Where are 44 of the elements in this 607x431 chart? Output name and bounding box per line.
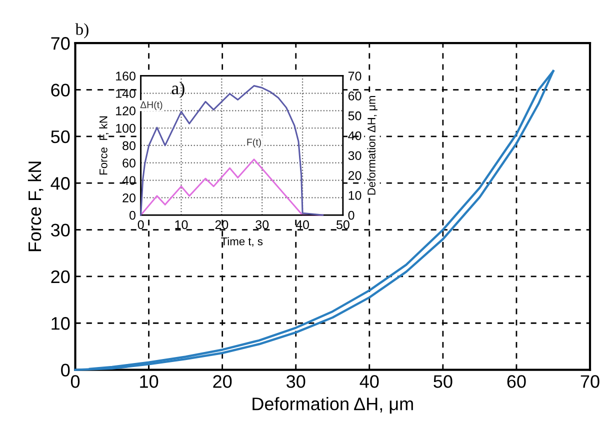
x-tick-label: 10: [175, 220, 188, 230]
y2-tick-label: 70: [348, 72, 362, 81]
y-tick-label: 160: [116, 72, 136, 81]
x-tick-label: 20: [213, 375, 232, 388]
y2-tick-label: 0: [348, 210, 354, 220]
y-tick-label: 50: [51, 130, 70, 144]
y-tick-label: 40: [50, 177, 70, 190]
x-tick-label: 30: [256, 220, 269, 230]
x-tick-label: 40: [296, 220, 309, 230]
x-tick-label: 30: [286, 375, 306, 388]
y-axis-title: Force F, kN: [28, 162, 44, 252]
y2-tick-label: 30: [348, 151, 362, 160]
x-axis-title: Deformation ΔH, μm: [252, 397, 413, 414]
x-tick-label: 70: [580, 375, 600, 388]
y-tick-label: 100: [116, 124, 136, 133]
y2-tick-label: 40: [348, 131, 362, 140]
x-tick-label: 0: [70, 375, 80, 388]
x-tick-label: 0: [138, 220, 144, 230]
y-tick-label: 20: [122, 193, 136, 202]
y-tick-label: 10: [52, 317, 70, 330]
y-tick-label: 60: [122, 158, 136, 168]
chart-title: a): [172, 82, 184, 98]
y-tick-label: 20: [51, 270, 70, 284]
x-tick-label: 50: [336, 220, 350, 230]
y2-tick-label: 50: [348, 111, 362, 120]
x-axis-title: Time t, s: [221, 237, 263, 247]
y-tick-label: 140: [116, 89, 136, 98]
y-tick-label: 70: [51, 37, 70, 50]
y-tick-label: 80: [122, 141, 136, 150]
y-tick-label: 60: [51, 84, 70, 96]
x-tick-label: 50: [434, 375, 452, 388]
x-tick-label: 60: [507, 375, 526, 388]
y2-tick-label: 20: [348, 171, 362, 180]
x-tick-label: 10: [140, 375, 158, 388]
series-label: F(t): [247, 138, 261, 148]
y2-axis-title: Deformation ΔH, μm: [367, 96, 378, 195]
series-label: ΔH(t): [140, 101, 162, 110]
y2-tick-label: 60: [348, 92, 362, 100]
y-tick-label: 0: [61, 364, 70, 377]
y-tick-label: 120: [116, 106, 136, 116]
chart-title: b): [75, 23, 88, 38]
y2-tick-label: 10: [348, 190, 362, 200]
y-tick-label: 0: [130, 210, 136, 220]
x-tick-label: 40: [360, 375, 379, 388]
